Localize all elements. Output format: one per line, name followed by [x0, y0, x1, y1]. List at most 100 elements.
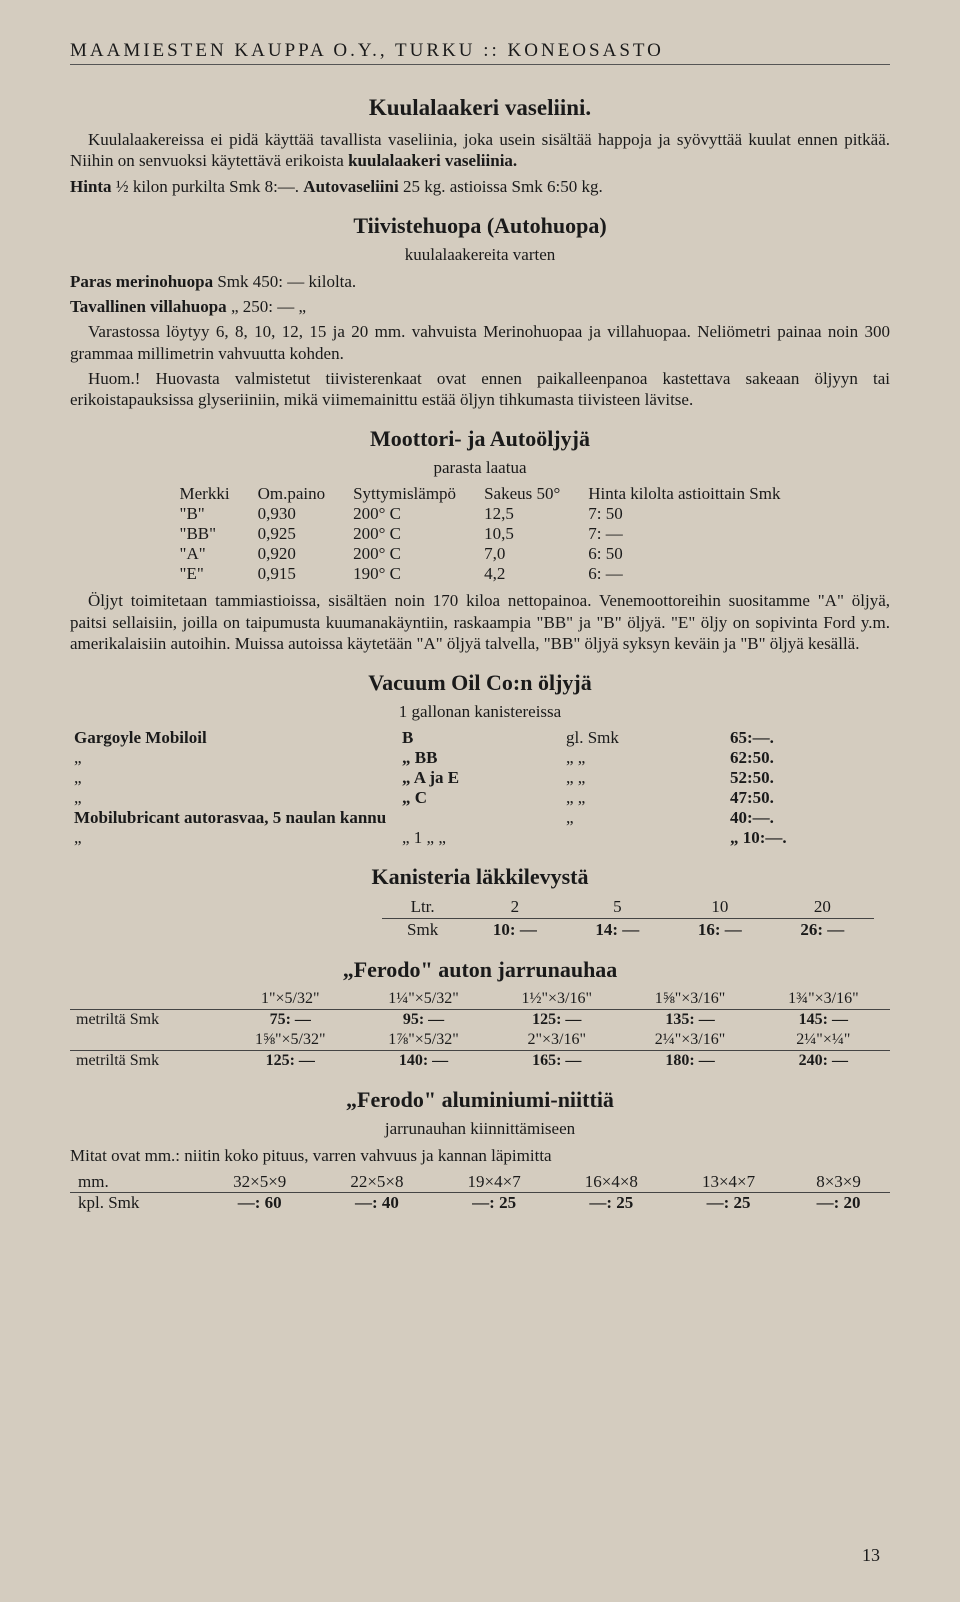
- table-row: Smk10: —14: —16: —26: —: [382, 919, 874, 942]
- cell: 6: —: [574, 564, 794, 584]
- table-row: Mobilubricant autorasvaa, 5 naulan kannu…: [70, 808, 890, 828]
- cell: "B": [166, 504, 244, 524]
- cell: 22×5×8: [318, 1172, 435, 1193]
- table-row: kpl. Smk—: 60—: 40—: 25—: 25—: 25—: 20: [70, 1193, 890, 1214]
- cell: —: 25: [670, 1193, 787, 1214]
- table-row: mm.32×5×922×5×819×4×716×4×813×4×78×3×9: [70, 1172, 890, 1193]
- cell: —: 40: [318, 1193, 435, 1214]
- table-row: "A"0,920200° C7,06: 50: [166, 544, 795, 564]
- cell: „ A ja E: [398, 768, 562, 788]
- cell: —: 60: [201, 1193, 318, 1214]
- cell: 240: —: [757, 1051, 890, 1072]
- cell: 2: [464, 896, 566, 919]
- cell: 125: —: [224, 1051, 357, 1072]
- cell: metriltä Smk: [70, 1010, 224, 1031]
- cell: 10: [669, 896, 771, 919]
- cell: kpl. Smk: [70, 1193, 201, 1214]
- sec3-title: Moottori- ja Autoöljyjä: [70, 426, 890, 452]
- cell: 14: —: [566, 919, 668, 942]
- sec4-sub: 1 gallonan kanistereissa: [70, 702, 890, 722]
- cell: 0,930: [244, 504, 340, 524]
- sec2-l1: Paras merinohuopa Smk 450: — kilolta.: [70, 271, 890, 292]
- cell: 65:—.: [726, 728, 890, 748]
- cell: „: [562, 808, 726, 828]
- cell: 1"×5/32": [224, 989, 357, 1010]
- vacuum-table: Gargoyle MobiloilBgl. Smk65:—. „„ BB„ „6…: [70, 728, 890, 848]
- sec2-p3: Varastossa löytyy 6, 8, 10, 12, 15 ja 20…: [70, 321, 890, 364]
- sec2-sub: kuulalaakereita varten: [70, 245, 890, 265]
- table-row: Gargoyle MobiloilBgl. Smk65:—.: [70, 728, 890, 748]
- sec5-title: Kanisteria läkkilevystä: [70, 864, 890, 890]
- cell: 2"×3/16": [490, 1030, 623, 1051]
- page-header: MAAMIESTEN KAUPPA O.Y., TURKU :: KONEOSA…: [70, 40, 890, 65]
- cell: 13×4×7: [670, 1172, 787, 1193]
- sec2-p4: Huom.! Huovasta valmistetut tiivisterenk…: [70, 368, 890, 411]
- kanister-table: Ltr.251020 Smk10: —14: —16: —26: —: [382, 896, 874, 941]
- niitti-table: mm.32×5×922×5×819×4×716×4×813×4×78×3×9 k…: [70, 1172, 890, 1213]
- cell: 200° C: [339, 544, 470, 564]
- cell: 1½"×3/16": [490, 989, 623, 1010]
- cell: 2¼"×3/16": [623, 1030, 756, 1051]
- table-row: "B"0,930200° C12,57: 50: [166, 504, 795, 524]
- cell: 52:50.: [726, 768, 890, 788]
- cell: 0,925: [244, 524, 340, 544]
- cell: Smk: [382, 919, 464, 942]
- ferodo-table: 1"×5/32"1¼"×5/32"1½"×3/16"1⅝"×3/16"1¾"×3…: [70, 989, 890, 1071]
- sec2-l1a: Paras merinohuopa: [70, 272, 213, 291]
- cell: 5: [566, 896, 668, 919]
- cell: 2¼"×¼": [757, 1030, 890, 1051]
- table-row: "BB"0,925200° C10,57: —: [166, 524, 795, 544]
- table-row: 1⅝"×5/32"1⅞"×5/32"2"×3/16"2¼"×3/16"2¼"×¼…: [70, 1030, 890, 1051]
- cell: 32×5×9: [201, 1172, 318, 1193]
- cell: 7: 50: [574, 504, 794, 524]
- oil-table: Merkki Om.paino Syttymislämpö Sakeus 50°…: [166, 484, 795, 584]
- cell: Ltr.: [382, 896, 464, 919]
- cell: 140: —: [357, 1051, 490, 1072]
- cell: „ C: [398, 788, 562, 808]
- sec2-l2b: „ 250: — „: [227, 297, 306, 316]
- sec1-p2c: Autovaseliini: [303, 177, 403, 196]
- sec4-title: Vacuum Oil Co:n öljyjä: [70, 670, 890, 696]
- sec1-p2d: 25 kg. astioissa Smk 6:50 kg.: [403, 177, 603, 196]
- sec3-p5: Öljyt toimitetaan tammiastioissa, sisält…: [70, 590, 890, 654]
- cell: 40:—.: [726, 808, 890, 828]
- cell: 4,2: [470, 564, 574, 584]
- cell: 12,5: [470, 504, 574, 524]
- cell: Gargoyle Mobiloil: [70, 728, 398, 748]
- sec3-sub: parasta laatua: [70, 458, 890, 478]
- sec2-l2: Tavallinen villahuopa „ 250: — „: [70, 296, 890, 317]
- sec1-p2b: ½ kilon purkilta Smk 8:—.: [116, 177, 303, 196]
- cell: „: [70, 828, 398, 848]
- table-row: metriltä Smk75: —95: —125: —135: —145: —: [70, 1010, 890, 1031]
- table-row: 1"×5/32"1¼"×5/32"1½"×3/16"1⅝"×3/16"1¾"×3…: [70, 989, 890, 1010]
- table-row: „„ A ja E„ „52:50.: [70, 768, 890, 788]
- table-row: „„ BB„ „62:50.: [70, 748, 890, 768]
- cell: B: [398, 728, 562, 748]
- cell: 62:50.: [726, 748, 890, 768]
- sec7-title: „Ferodo" aluminiumi-niittiä: [70, 1087, 890, 1113]
- cell: —: 25: [436, 1193, 553, 1214]
- cell: 180: —: [623, 1051, 756, 1072]
- cell: "BB": [166, 524, 244, 544]
- table-row: Merkki Om.paino Syttymislämpö Sakeus 50°…: [166, 484, 795, 504]
- sec2-l2a: Tavallinen villahuopa: [70, 297, 227, 316]
- sec1-p2a: Hinta: [70, 177, 116, 196]
- cell: 75: —: [224, 1010, 357, 1031]
- sec2-title: Tiivistehuopa (Autohuopa): [70, 213, 890, 239]
- cell: 16: —: [669, 919, 771, 942]
- cell: 0,915: [244, 564, 340, 584]
- sec1-title: Kuulalaakeri vaseliini.: [70, 95, 890, 121]
- cell: mm.: [70, 1172, 201, 1193]
- cell: „ 1 „ „: [398, 828, 562, 848]
- cell: 1⅞"×5/32": [357, 1030, 490, 1051]
- cell: metriltä Smk: [70, 1051, 224, 1072]
- table-row: Ltr.251020: [382, 896, 874, 919]
- cell: 6: 50: [574, 544, 794, 564]
- cell: 10,5: [470, 524, 574, 544]
- cell: „: [70, 768, 398, 788]
- cell: 165: —: [490, 1051, 623, 1072]
- cell: „ 10:—.: [726, 828, 890, 848]
- cell: 1¾"×3/16": [757, 989, 890, 1010]
- table-row: „„ 1 „ „ „ 10:—.: [70, 828, 890, 848]
- cell: [562, 828, 726, 848]
